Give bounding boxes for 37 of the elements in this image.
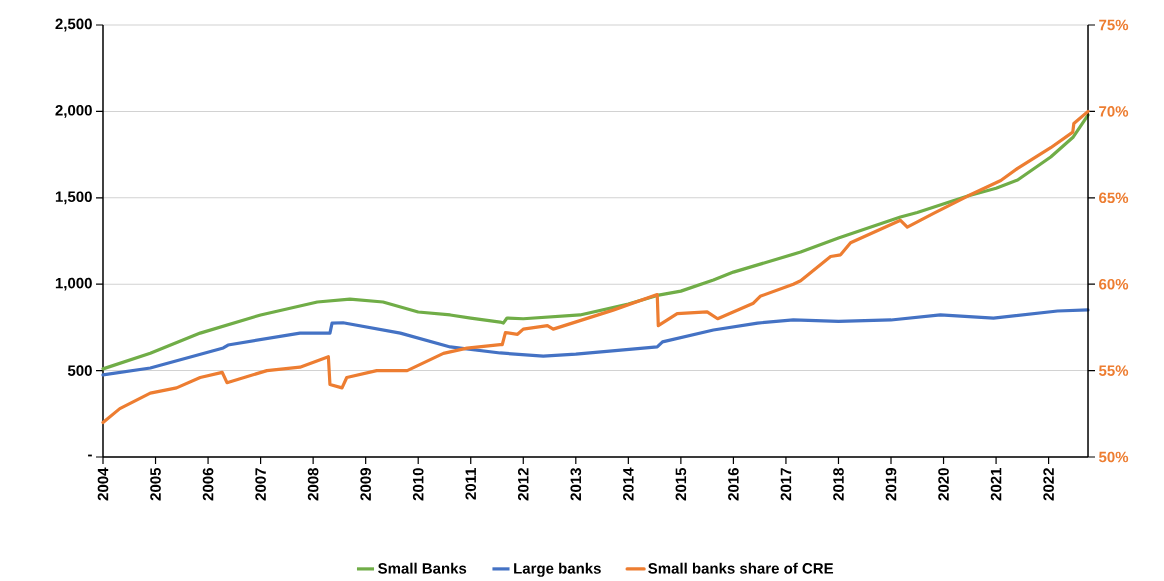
x-tick-label: 2020: [938, 468, 949, 501]
x-tick-label: 2013: [570, 468, 582, 501]
legend-label: Small banks share of CRE: [648, 562, 834, 574]
x-tick-label: 2015: [675, 467, 687, 501]
y-tick-label: 2,000: [55, 104, 92, 118]
y-tick-label: 2,500: [55, 18, 92, 32]
y2-tick-label: 65%: [1099, 192, 1129, 204]
line-series: [101, 113, 1090, 371]
x-tick-label: 2017: [780, 468, 792, 501]
x-tick-label: 2011: [465, 467, 477, 500]
y-tick-label: -: [88, 454, 92, 457]
y2-tick-label: 70%: [1099, 106, 1129, 117]
y2-tick-label: 55%: [1098, 365, 1129, 376]
x-tick-label: 2004: [97, 467, 109, 501]
line-series: [101, 308, 1090, 377]
x-tick-label: 2012: [517, 468, 529, 501]
y2-tick-label: 50%: [1098, 451, 1129, 463]
y-tick-label: 1,500: [55, 191, 92, 205]
x-tick-label: 2006: [202, 468, 214, 501]
x-tick-label: 2021: [990, 467, 1002, 501]
x-tick-label: 2022: [1043, 468, 1054, 501]
y2-tick-label: 75%: [1099, 19, 1129, 31]
x-tick-label: 2007: [255, 468, 266, 501]
legend-label: Small Banks: [378, 562, 467, 574]
x-tick-label: 2008: [307, 468, 319, 501]
y-tick-label: 1,000: [55, 277, 92, 291]
x-tick-label: 2019: [885, 468, 897, 501]
x-tick-label: 2018: [833, 468, 844, 501]
y-tick-label: 500: [67, 365, 92, 376]
y2-tick-label: 60%: [1099, 278, 1129, 290]
x-tick-label: 2005: [150, 467, 161, 501]
x-tick-label: 2010: [412, 468, 424, 501]
x-tick-label: 2016: [728, 468, 739, 501]
line-series: [101, 109, 1090, 425]
x-tick-label: 2014: [623, 467, 634, 501]
x-tick-label: 2009: [360, 468, 371, 501]
legend-label: Large banks: [514, 562, 601, 577]
